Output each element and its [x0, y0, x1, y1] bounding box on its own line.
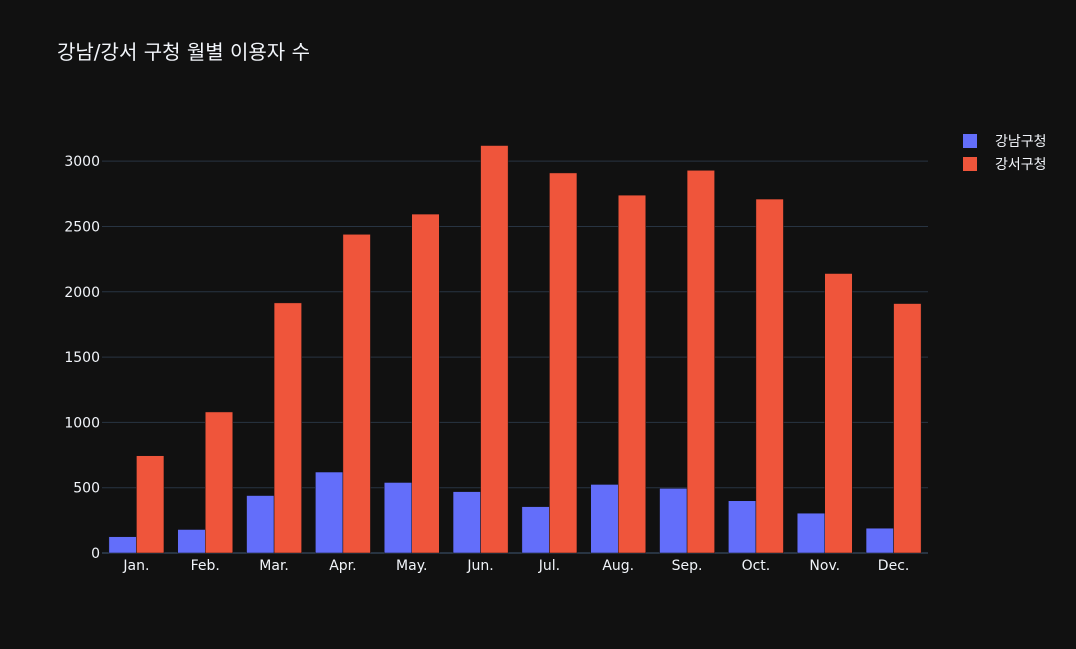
- y-tick-label: 2000: [64, 285, 100, 301]
- bar-gangseo-8[interactable]: [618, 194, 647, 554]
- bar-gangseo-5[interactable]: [411, 213, 440, 554]
- x-tick-label: Oct.: [742, 558, 771, 574]
- bar-gangseo-11[interactable]: [824, 273, 853, 554]
- x-tick-label: Jul.: [538, 558, 560, 574]
- x-tick-label: Dec.: [878, 558, 910, 574]
- x-tick-label: Aug.: [602, 558, 634, 574]
- bar-gangnam-12[interactable]: [865, 527, 894, 554]
- y-axis: 0 500 1000 1500 2000 2500 3000: [64, 154, 100, 562]
- grid-lines: [102, 160, 928, 554]
- legend-item-gangseo[interactable]: 강서구청: [963, 157, 1047, 173]
- bar-gangnam-4[interactable]: [315, 471, 344, 554]
- x-tick-label: Sep.: [672, 558, 703, 574]
- y-tick-label: 1500: [64, 350, 100, 366]
- bar-gangnam-5[interactable]: [383, 482, 413, 554]
- bar-gangseo-6[interactable]: [480, 145, 509, 554]
- bar-gangseo-10[interactable]: [755, 198, 784, 554]
- chart-title: 강남/강서 구청 월별 이용자 수: [57, 40, 310, 64]
- x-axis: Jan. Feb. Mar. Apr. May. Jun. Jul. Aug. Sep. Oct.…: [122, 558, 909, 574]
- bar-gangnam-11[interactable]: [796, 512, 826, 554]
- legend-label: 강서구청: [995, 157, 1047, 173]
- bar-gangseo-12[interactable]: [893, 303, 922, 554]
- y-tick-label: 0: [91, 546, 100, 562]
- legend-swatch: [963, 134, 977, 148]
- bar-gangseo-7[interactable]: [549, 172, 578, 554]
- legend-label: 강남구청: [995, 134, 1047, 150]
- x-tick-label: Mar.: [259, 558, 289, 574]
- y-tick-label: 500: [73, 481, 100, 497]
- y-tick-label: 2500: [64, 219, 100, 235]
- x-tick-label: Nov.: [809, 558, 840, 574]
- x-tick-label: Apr.: [329, 558, 356, 574]
- bar-gangnam-8[interactable]: [590, 484, 619, 554]
- legend-item-gangnam[interactable]: 강남구청: [963, 134, 1047, 150]
- bar-gangnam-2[interactable]: [177, 529, 206, 554]
- x-tick-label: Jun.: [466, 558, 493, 574]
- bar-gangseo-2[interactable]: [205, 411, 234, 554]
- bar-gangnam-7[interactable]: [521, 506, 550, 554]
- bar-gangseo-9[interactable]: [686, 170, 715, 554]
- bar-gangseo-4[interactable]: [342, 234, 371, 554]
- bar-gangnam-9[interactable]: [659, 488, 688, 554]
- bar-gangnam-6[interactable]: [452, 491, 481, 554]
- bar-gangnam-3[interactable]: [246, 495, 275, 554]
- bars: [108, 145, 922, 554]
- y-tick-label: 1000: [64, 415, 100, 431]
- bar-gangnam-10[interactable]: [728, 500, 757, 554]
- bar-gangseo-3[interactable]: [273, 302, 302, 554]
- legend-swatch: [963, 157, 977, 171]
- bar-gangseo-1[interactable]: [136, 455, 165, 554]
- bar-gangnam-1[interactable]: [108, 536, 137, 554]
- x-tick-label: May.: [396, 558, 427, 574]
- y-tick-label: 3000: [64, 154, 100, 170]
- x-tick-label: Jan.: [122, 558, 149, 574]
- x-tick-label: Feb.: [191, 558, 220, 574]
